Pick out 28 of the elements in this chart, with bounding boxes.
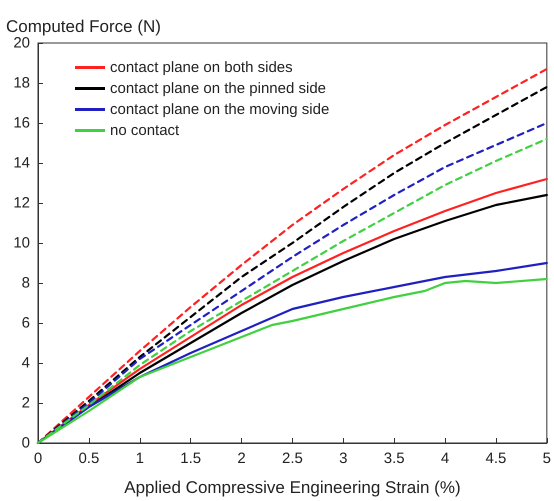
y-tick-label: 12 [13, 194, 30, 212]
y-tick-label: 10 [13, 234, 30, 252]
y-tick-label: 4 [22, 354, 30, 372]
x-tick-label: 3.5 [384, 450, 405, 467]
x-tick-label: 4 [440, 450, 450, 467]
x-tick-label: 0.5 [78, 450, 100, 467]
x-tick-label: 2.5 [282, 450, 303, 467]
x-tick-label: 4.5 [486, 450, 506, 467]
legend-label: contact plane on both sides [110, 59, 293, 76]
x-tick-label: 1.5 [180, 450, 202, 467]
x-tick-label: 2 [237, 450, 246, 467]
x-tick-label: 5 [542, 450, 551, 467]
y-tick-label: 8 [22, 274, 30, 292]
y-tick-label: 16 [13, 114, 30, 132]
legend-label: contact plane on the pinned side [110, 80, 326, 97]
legend-label: no contact [110, 122, 180, 139]
x-tick-label: 0 [34, 450, 42, 467]
y-axis-title: Computed Force (N) [6, 17, 161, 36]
x-tick-label: 1 [136, 450, 144, 467]
y-tick-label: 6 [22, 314, 30, 332]
y-tick-label: 2 [22, 394, 30, 412]
y-tick-label: 14 [13, 154, 30, 172]
legend-label: contact plane on the moving side [110, 101, 330, 118]
x-tick-label: 3 [339, 450, 348, 467]
x-axis-title: Applied Compressive Engineering Strain (%) [124, 478, 461, 497]
y-tick-label: 0 [22, 434, 30, 452]
y-tick-label: 18 [13, 74, 30, 92]
y-tick-label: 20 [13, 34, 30, 52]
